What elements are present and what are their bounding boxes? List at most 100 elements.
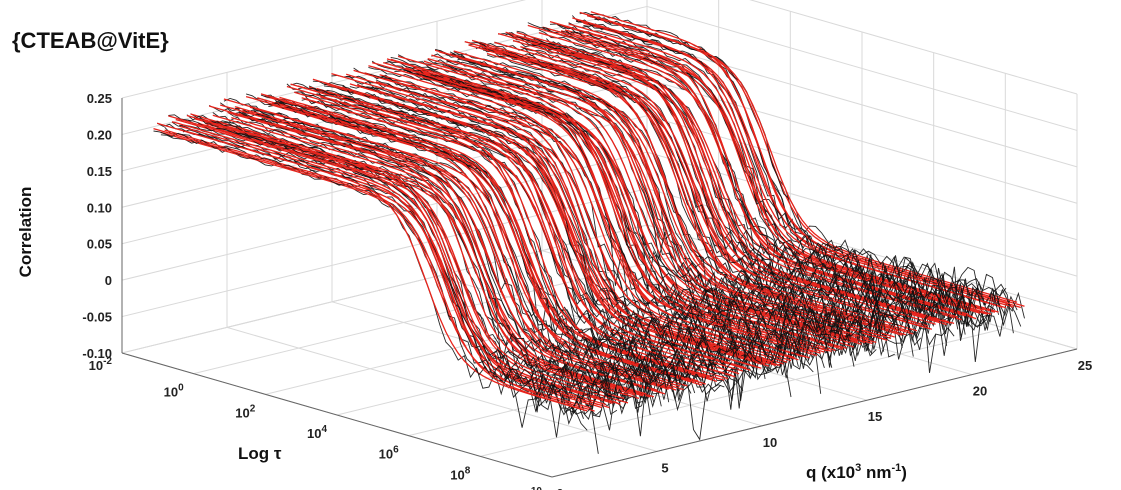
grid-layer: [121, 0, 1078, 478]
tau-tick-exp-4: 6: [393, 445, 399, 456]
q-tick-label-0: 0: [556, 486, 563, 490]
fit-curve-52: [346, 73, 777, 367]
q-tick-label-3: 15: [868, 409, 882, 424]
q-axis-line: [551, 348, 1078, 478]
tau-tick-base-5: 10: [450, 467, 464, 482]
fit-curve-74: [427, 57, 858, 343]
fit-curve-113: [572, 17, 1003, 308]
fit-curve-0: [153, 127, 584, 411]
floor-grid-q-3: [436, 275, 868, 401]
data-curve-48: [331, 74, 762, 371]
fit-curve-116: [583, 22, 1014, 308]
tau-tick-exp-0: -2: [103, 356, 112, 367]
q-tick-label-5: 25: [1078, 358, 1092, 373]
data-curve-0: [153, 130, 584, 428]
fit-curve-78: [442, 65, 873, 345]
fit-curve-90: [486, 52, 918, 332]
z-tick-label-2: 0.15: [87, 164, 112, 179]
fit-curve-3: [164, 129, 595, 412]
q-axis-label: q (x103 nm-1): [806, 462, 907, 482]
fit-curve-64: [390, 58, 821, 354]
z-tick-label-7: -0.10: [82, 346, 112, 361]
tau-tick-exp-3: 4: [321, 424, 327, 435]
fit-curve-68: [405, 67, 836, 352]
q-tick-label-1: 5: [661, 460, 668, 475]
fit-curve-29: [260, 93, 692, 383]
data-curve-44: [316, 88, 747, 372]
data-curve-42: [308, 85, 740, 384]
z-tick-label-0: 0.25: [87, 91, 112, 106]
z-tick-label-3: 0.10: [87, 200, 112, 215]
fit-curve-54: [353, 69, 784, 365]
fit-curve-42: [308, 86, 740, 375]
fit-curve-95: [505, 31, 936, 325]
curve-layer: [153, 11, 1025, 454]
tau-tick-base-2: 10: [235, 405, 249, 420]
tau-tick-base-4: 10: [379, 447, 393, 462]
data-curve-5: [171, 121, 603, 417]
fit-curve-14: [205, 122, 636, 396]
data-curve-74: [427, 58, 859, 356]
fit-curve-28: [257, 97, 688, 387]
data-curve-4: [168, 114, 599, 454]
data-curve-104: [538, 29, 970, 327]
data-curve-64: [390, 56, 822, 394]
data-curve-113: [571, 15, 1003, 323]
q-tick-label-2: 10: [763, 435, 777, 450]
fit-curve-2: [160, 131, 592, 409]
fit-curve-6: [175, 118, 606, 406]
tau-axis-label: Log τ: [238, 444, 282, 463]
floor-grid-tau-5: [480, 327, 1006, 457]
z-tick-label-5: 0: [105, 273, 112, 288]
z-tick-label-6: -0.05: [82, 310, 112, 325]
q-axis-label-base: q (x10: [806, 463, 855, 482]
tau-tick-label-3: 104: [307, 424, 327, 441]
fit-curve-13: [201, 118, 632, 398]
tau-tick-exp-5: 8: [465, 465, 471, 476]
floor-grid-q-2: [331, 301, 763, 427]
fit-curve-59: [371, 61, 803, 357]
q-axis-label-sup: 3: [855, 462, 861, 474]
fit-curve-1: [157, 122, 588, 412]
fit-curve-117: [586, 14, 1018, 303]
tau-tick-label-0: 10-2: [89, 356, 113, 373]
q-axis-label-mid: nm: [861, 463, 891, 482]
fit-curve-18: [220, 104, 651, 398]
q-tick-label-4: 20: [973, 384, 987, 399]
data-curve-71: [416, 73, 848, 357]
fit-curve-76: [434, 49, 866, 344]
tick-layer: 0.250.200.150.100.050-0.05-0.1010-210010…: [82, 91, 1092, 490]
fit-curve-96: [509, 34, 940, 322]
fit-curve-58: [368, 65, 799, 361]
data-curve-115: [579, 12, 1011, 341]
chart-title: {CTEAB@VitE}: [12, 28, 169, 53]
tau-tick-exp-6: 10: [531, 486, 543, 490]
fit-curve-31: [268, 103, 699, 382]
q-axis-label-end: ): [901, 463, 907, 482]
tau-tick-exp-2: 2: [250, 403, 256, 414]
tau-axis-line: [121, 352, 553, 478]
fit-curve-30: [264, 95, 695, 383]
z-tick-label-1: 0.20: [87, 127, 112, 142]
fit-curve-63: [386, 58, 818, 357]
floor-grid-tau-1: [193, 245, 719, 375]
tau-tick-label-5: 108: [450, 465, 470, 482]
fit-curve-21: [231, 116, 662, 394]
floor-grid-q-1: [226, 326, 658, 452]
fit-curve-66: [397, 55, 829, 352]
z-axis-label: Correlation: [16, 187, 35, 278]
tau-tick-label-2: 102: [235, 403, 255, 420]
q-axis-label-sup2: -1: [892, 462, 902, 474]
tau-tick-base-3: 10: [307, 426, 321, 441]
tau-tick-exp-1: 0: [178, 383, 184, 394]
tau-tick-base-0: 10: [89, 358, 103, 373]
tau-tick-base-6: 10: [516, 488, 530, 490]
tau-tick-label-4: 106: [379, 445, 399, 462]
wall-grid-horizontal-0: [121, 0, 527, 99]
tau-tick-label-1: 100: [164, 383, 184, 400]
tau-tick-base-1: 10: [164, 385, 178, 400]
fit-curve-43: [312, 78, 744, 372]
z-tick-label-4: 0.05: [87, 237, 112, 252]
